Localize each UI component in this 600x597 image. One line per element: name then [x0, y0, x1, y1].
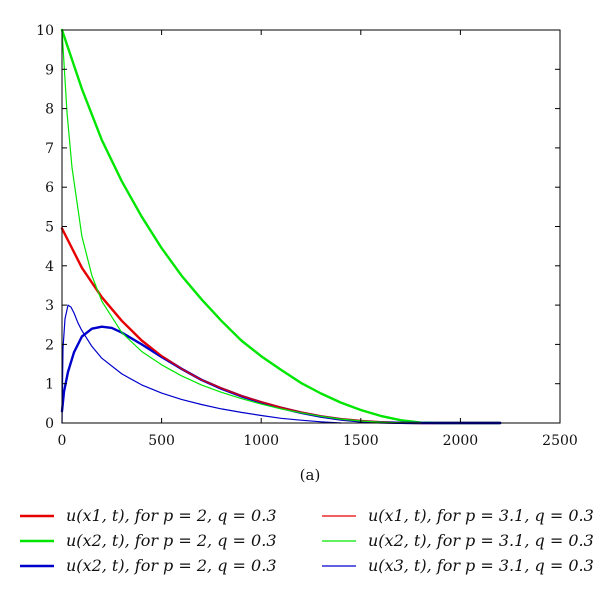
x-tick-label: 1000 — [243, 433, 279, 449]
y-tick-label: 7 — [45, 141, 54, 157]
legend-label: u(x2, t), for p = 2, q = 0.3 — [66, 531, 277, 550]
y-tick-label: 9 — [45, 62, 54, 78]
y-tick-label: 1 — [45, 377, 54, 393]
series-line-4 — [61, 227, 422, 424]
legend-label: u(x1, t), for p = 3.1, q = 0.3 — [368, 506, 594, 525]
plot-frame — [61, 29, 561, 424]
series-line-5 — [61, 29, 422, 424]
y-tick-label: 8 — [45, 102, 54, 118]
y-tick-label: 6 — [45, 180, 54, 196]
legend: u(x1, t), for p = 2, q = 0.3 u(x1, t), fo… — [20, 506, 594, 575]
series-line-1 — [60, 227, 502, 425]
legend-label: u(x2, t), for p = 2, q = 0.3 — [66, 556, 277, 575]
x-tick-label: 2000 — [443, 433, 479, 449]
y-axis-ticks: 0 1 2 3 4 5 6 7 8 9 10 — [36, 23, 560, 432]
y-tick-label: 3 — [45, 298, 54, 314]
y-tick-label: 0 — [45, 416, 54, 432]
series-line-2 — [60, 28, 502, 425]
x-tick-label: 1500 — [343, 433, 379, 449]
y-tick-label: 4 — [45, 259, 54, 275]
legend-label: u(x1, t), for p = 2, q = 0.3 — [66, 506, 277, 525]
y-tick-label: 10 — [36, 23, 54, 39]
series-line-6 — [61, 304, 342, 424]
x-tick-label: 2500 — [542, 433, 578, 449]
legend-label: u(x2, t), for p = 3.1, q = 0.3 — [368, 531, 594, 550]
y-tick-label: 5 — [45, 220, 54, 236]
plot-lines — [60, 28, 502, 425]
x-axis-ticks: 0 500 1000 1500 2000 2500 — [58, 30, 578, 449]
x-tick-label: 500 — [148, 433, 175, 449]
y-tick-label: 2 — [45, 337, 54, 353]
x-tick-label: 0 — [58, 433, 67, 449]
figure-caption: (a) — [300, 466, 321, 484]
legend-label: u(x3, t), for p = 3.1, q = 0.3 — [368, 556, 594, 575]
